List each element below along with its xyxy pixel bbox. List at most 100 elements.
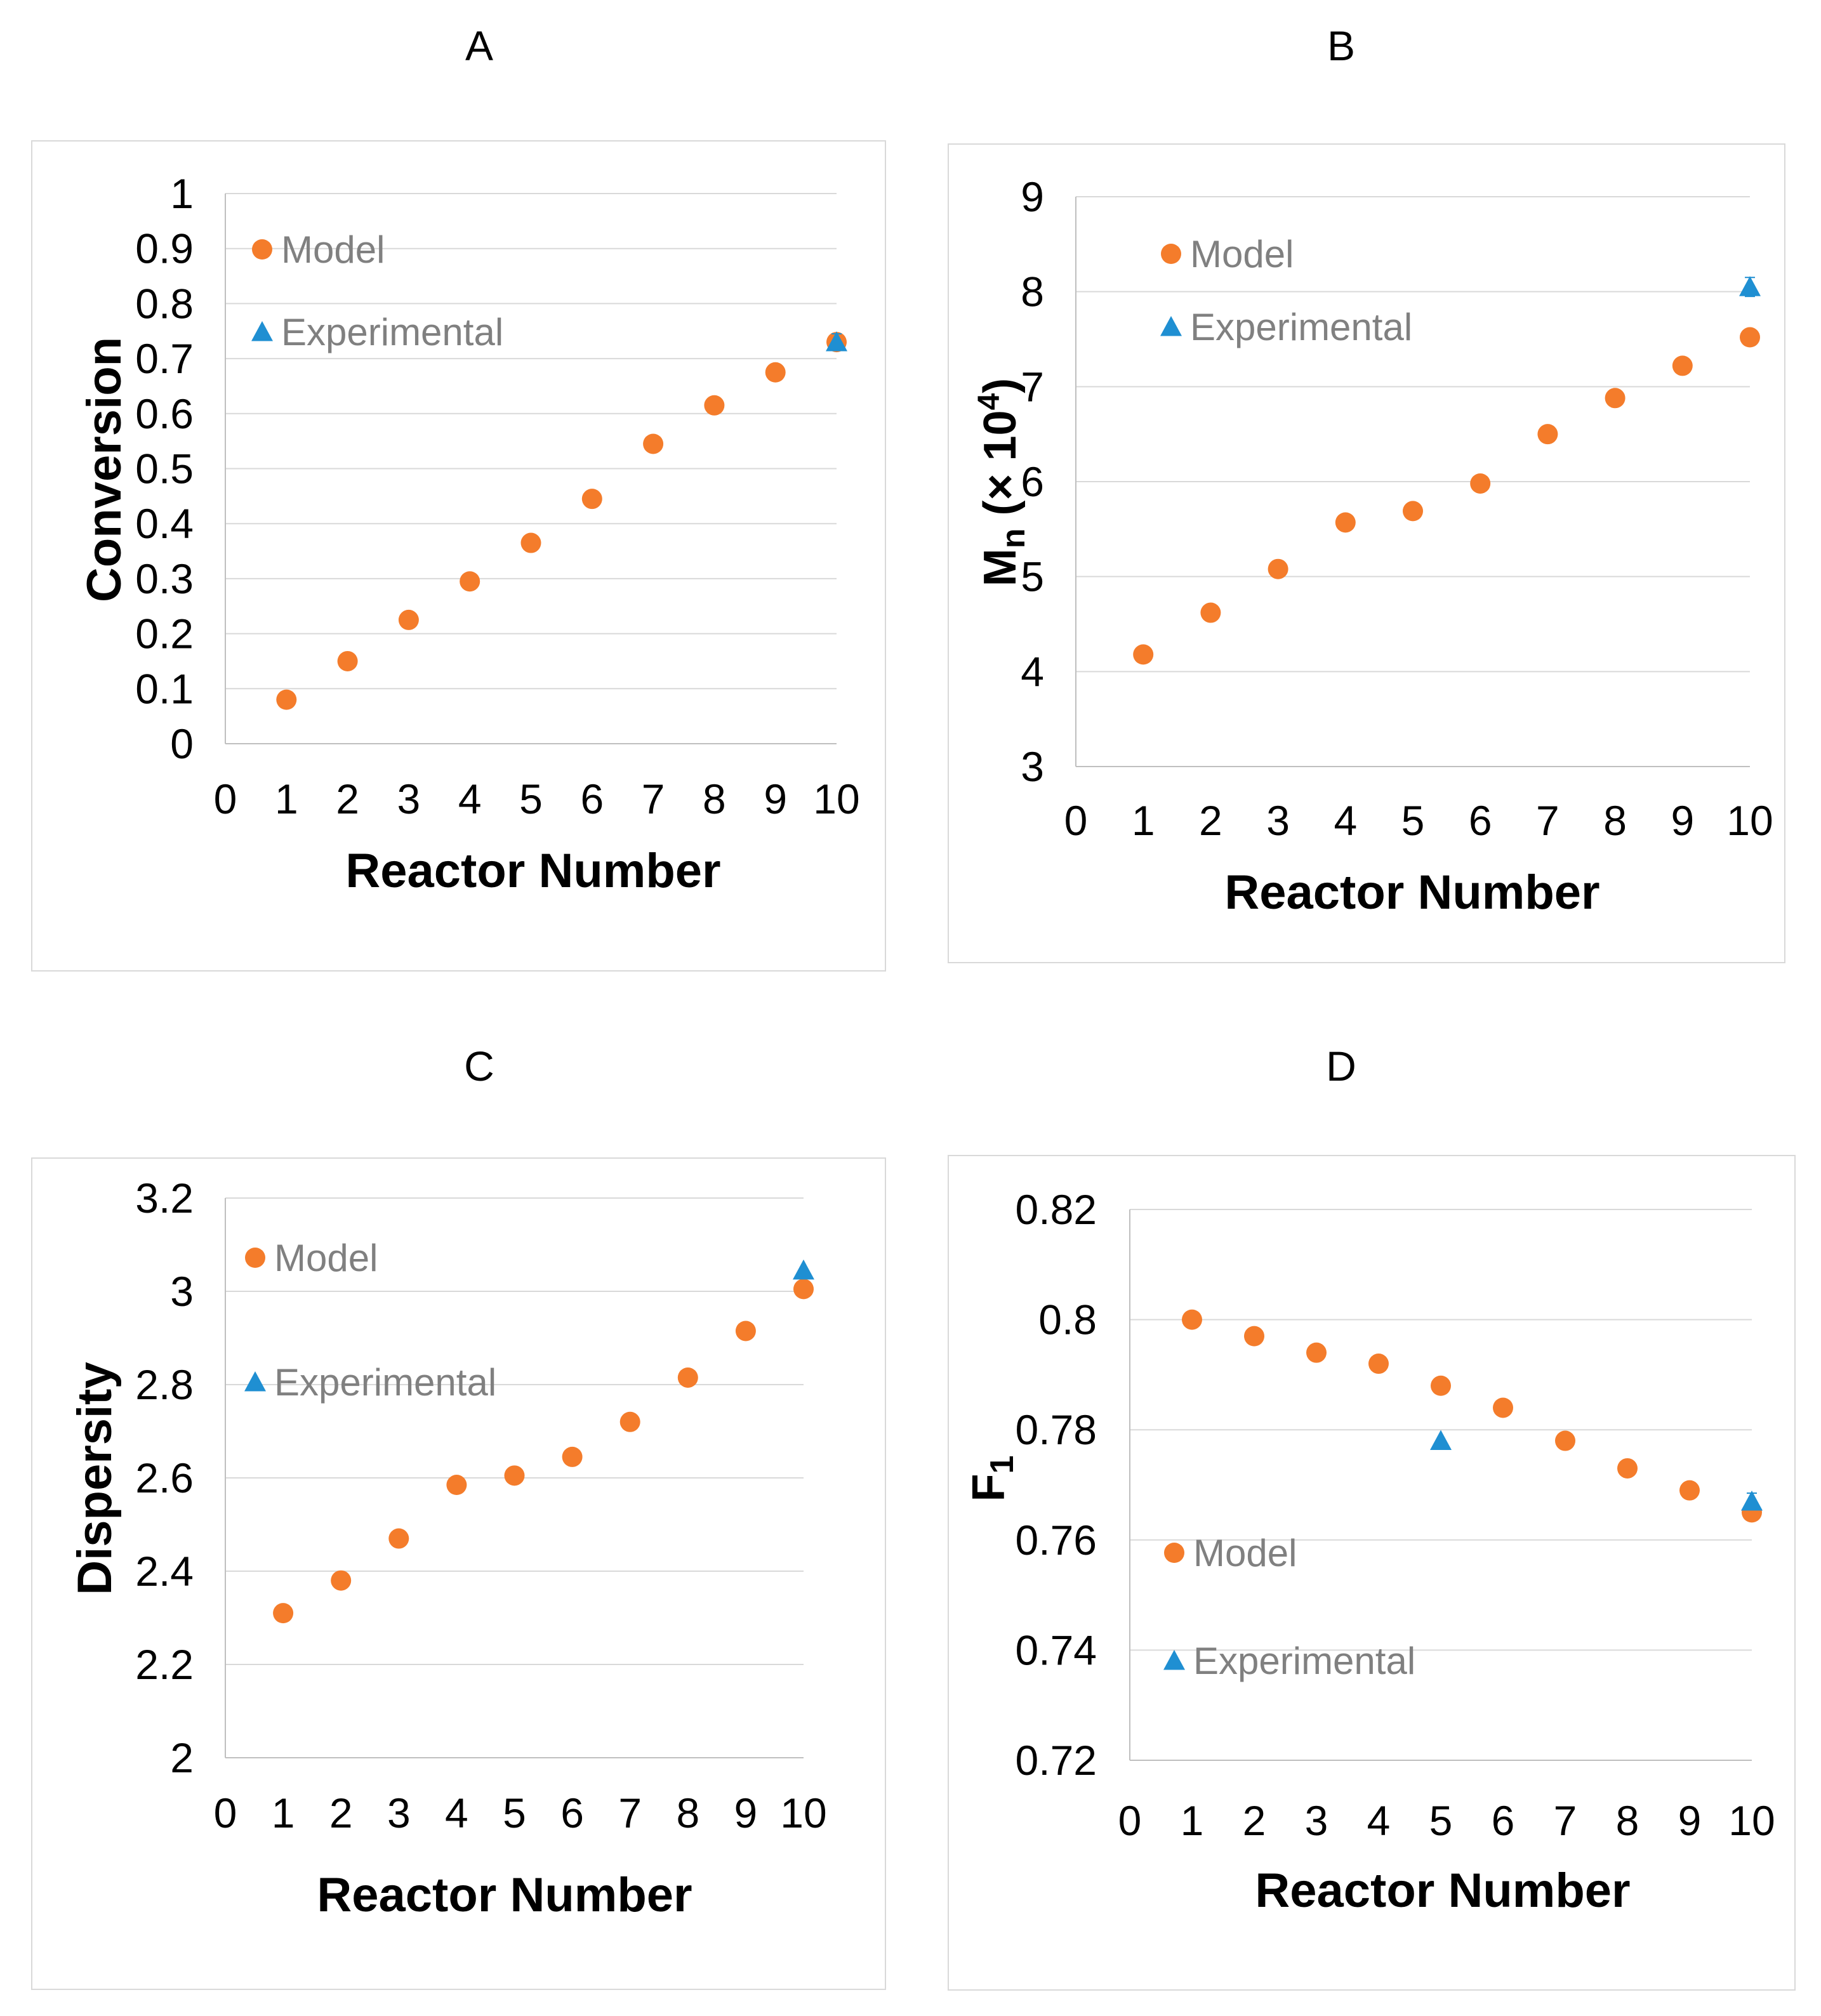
model-point [735, 1321, 756, 1341]
x-tick-label: 4 [445, 1789, 468, 1836]
x-tick-label: 5 [1401, 797, 1425, 844]
legend-experimental-label: Experimental [281, 311, 503, 353]
model-point [1306, 1342, 1327, 1363]
x-tick-label: 6 [1469, 797, 1492, 844]
legend-experimental-label: Experimental [1190, 306, 1412, 348]
model-point [1200, 602, 1221, 623]
y-tick-label: 0.1 [135, 665, 194, 712]
y-axis-title: Dispersity [68, 1362, 122, 1595]
x-tick-label: 3 [397, 775, 421, 822]
y-axis-title: F1 [963, 1456, 1021, 1502]
x-tick-label: 5 [1429, 1797, 1453, 1844]
x-tick-label: 5 [519, 775, 543, 822]
model-point [1244, 1326, 1264, 1347]
x-tick-label: 10 [780, 1789, 826, 1836]
model-point [520, 532, 541, 553]
model-point [276, 689, 297, 710]
y-tick-label: 0.2 [135, 610, 194, 657]
x-tick-label: 9 [764, 775, 787, 822]
y-tick-label: 6 [1021, 458, 1044, 505]
legend-experimental-marker [251, 321, 273, 341]
model-point [460, 571, 480, 592]
y-tick-label: 2.4 [135, 1548, 194, 1595]
y-tick-label: 2.8 [135, 1361, 194, 1408]
legend: Model Experimental [244, 1237, 496, 1404]
legend-model-marker [245, 1248, 265, 1268]
chart-panel-a: A00.10.20.30.40.50.60.70.80.910 1 2 3 4 5 6 7 8 9… [31, 22, 886, 972]
model-point [765, 362, 786, 383]
legend-model-label: Model [281, 228, 385, 271]
panel-letter: B [1327, 22, 1355, 69]
x-axis-title: Reactor Number [317, 1868, 692, 1922]
experimental-point [1741, 1491, 1763, 1511]
y-tick-label: 4 [1021, 648, 1044, 695]
model-point [1617, 1458, 1638, 1479]
y-tick-label: 0.76 [1016, 1517, 1097, 1564]
panel-letter: A [465, 22, 493, 69]
model-point [388, 1528, 409, 1549]
model-point [1679, 1480, 1700, 1501]
x-axis-title: Reactor Number [345, 844, 720, 898]
x-tick-label: 7 [618, 1789, 642, 1836]
y-tick-label: 1 [170, 170, 194, 217]
x-tick-label: 3 [1305, 1797, 1328, 1844]
x-tick-label: 4 [458, 775, 482, 822]
model-point [793, 1279, 814, 1300]
experimental-point [1430, 1430, 1452, 1451]
legend-experimental-marker [244, 1371, 266, 1392]
model-point [446, 1475, 467, 1496]
model-point [562, 1446, 583, 1467]
x-tick-label: 0 [1118, 1797, 1142, 1844]
y-tick-label: 0.7 [135, 335, 194, 382]
x-axis-title: Reactor Number [1255, 1864, 1630, 1918]
panel-frame [31, 1157, 886, 1990]
model-point [1470, 473, 1491, 494]
x-tick-label: 2 [1199, 797, 1222, 844]
model-point [704, 395, 725, 416]
y-tick-label: 0.5 [135, 445, 194, 492]
x-tick-label: 1 [272, 1789, 295, 1836]
y-tick-label: 9 [1021, 173, 1044, 220]
model-point [1431, 1375, 1451, 1396]
y-axis-title: Mn (× 104) [972, 378, 1032, 587]
panel-letter: D [1326, 1043, 1356, 1090]
legend: Model Experimental [1163, 1532, 1415, 1682]
x-tick-label: 1 [275, 775, 298, 822]
x-tick-label: 3 [387, 1789, 411, 1836]
x-tick-label: 8 [676, 1789, 699, 1836]
y-tick-label: 0.4 [135, 500, 194, 547]
legend-model-label: Model [1190, 233, 1294, 275]
model-point [337, 650, 358, 671]
y-tick-label: 0.74 [1016, 1626, 1097, 1673]
x-tick-label: 4 [1367, 1797, 1391, 1844]
model-point [504, 1465, 525, 1486]
y-tick-label: 2 [170, 1734, 194, 1781]
y-tick-label: 0.8 [1038, 1296, 1097, 1343]
model-point [273, 1603, 294, 1624]
x-tick-label: 3 [1266, 797, 1290, 844]
panel-frame [948, 1155, 1796, 1991]
x-tick-label: 7 [1554, 1797, 1577, 1844]
y-tick-label: 0.78 [1016, 1406, 1097, 1453]
y-tick-label: 0.9 [135, 225, 194, 272]
x-tick-label: 10 [1726, 797, 1773, 844]
x-tick-label: 1 [1181, 1797, 1204, 1844]
y-tick-label: 0.6 [135, 390, 194, 437]
x-tick-label: 6 [1492, 1797, 1515, 1844]
y-tick-label: 7 [1021, 363, 1044, 410]
legend-experimental-label: Experimental [1193, 1640, 1415, 1682]
x-tick-label: 2 [1243, 1797, 1266, 1844]
x-tick-label: 8 [1616, 1797, 1639, 1844]
y-tick-label: 0 [170, 720, 194, 767]
model-point [1605, 388, 1626, 409]
y-tick-label: 3.2 [135, 1175, 194, 1222]
model-point [1182, 1309, 1202, 1330]
model-point [581, 489, 602, 510]
x-axis-title: Reactor Number [1224, 866, 1599, 919]
model-point [398, 609, 419, 630]
model-point [1740, 327, 1760, 348]
legend-model-label: Model [1193, 1532, 1297, 1574]
model-point [1672, 355, 1693, 376]
